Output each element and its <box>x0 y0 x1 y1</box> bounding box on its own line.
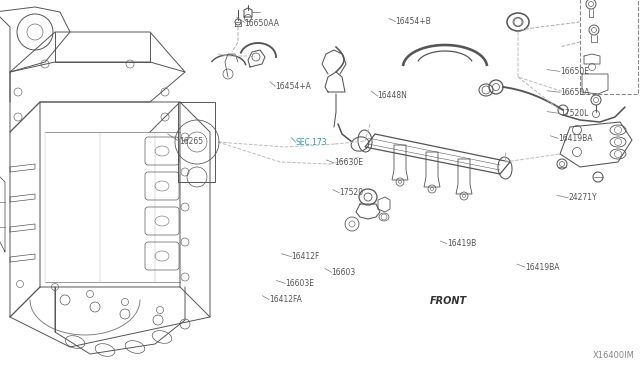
Text: 16412FA: 16412FA <box>269 295 301 304</box>
Text: 16650E: 16650E <box>560 67 589 76</box>
Text: 16448N: 16448N <box>378 92 408 100</box>
Text: 16454+B: 16454+B <box>396 17 431 26</box>
Text: 24271Y: 24271Y <box>568 193 597 202</box>
Text: 16454+A: 16454+A <box>275 82 311 91</box>
Text: 16650AA: 16650AA <box>244 19 280 28</box>
Text: 16603E: 16603E <box>285 279 314 288</box>
Text: X16400IM: X16400IM <box>593 351 635 360</box>
Text: 16603: 16603 <box>332 268 356 277</box>
Text: 16419BA: 16419BA <box>558 134 593 143</box>
Text: 16650A: 16650A <box>560 88 589 97</box>
Text: 16419B: 16419B <box>447 239 476 248</box>
Text: 16265: 16265 <box>179 137 204 146</box>
Text: 16412F: 16412F <box>291 252 319 261</box>
Text: SEC.173: SEC.173 <box>296 138 327 147</box>
Text: 17520L: 17520L <box>560 109 588 118</box>
Text: 16419BA: 16419BA <box>525 263 559 272</box>
Text: FRONT: FRONT <box>430 296 467 305</box>
Bar <box>580 0 638 94</box>
Text: 17520: 17520 <box>339 188 364 197</box>
Text: 16630E: 16630E <box>334 158 363 167</box>
